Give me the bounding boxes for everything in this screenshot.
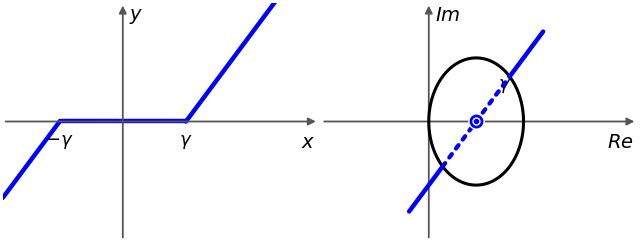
Text: $y$: $y$ bbox=[129, 7, 143, 26]
Text: $\gamma$: $\gamma$ bbox=[498, 77, 511, 95]
Text: $Re$: $Re$ bbox=[607, 134, 634, 152]
Text: $-\gamma$: $-\gamma$ bbox=[45, 132, 74, 150]
Text: $Im$: $Im$ bbox=[435, 7, 461, 25]
Text: $\gamma$: $\gamma$ bbox=[179, 132, 193, 150]
Text: $x$: $x$ bbox=[301, 134, 316, 152]
